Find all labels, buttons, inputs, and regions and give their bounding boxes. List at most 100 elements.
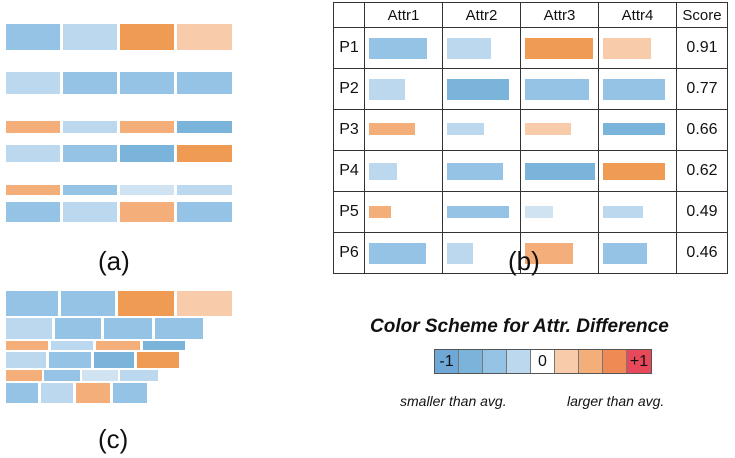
score-cell: 0.46	[676, 232, 728, 274]
attr-cell	[364, 232, 443, 274]
panel-c-bar	[94, 352, 134, 368]
row-label: P1	[333, 27, 365, 69]
panel-c-bar	[6, 370, 42, 381]
panel-a-bar	[6, 121, 60, 133]
attr-cell	[598, 150, 677, 192]
panel-a-bar	[120, 24, 174, 50]
panel-a-bar	[120, 145, 174, 162]
table-row: P3 0.66	[333, 109, 728, 151]
panel-c-bar	[113, 383, 147, 403]
table-header-cell: Attr3	[520, 2, 599, 28]
attr-bar	[603, 243, 647, 264]
attr-bar	[447, 243, 473, 264]
attr-cell	[598, 109, 677, 151]
panel-a-bar	[177, 185, 232, 195]
panel-a-bar	[177, 72, 232, 94]
smaller-than-avg-note: smaller than avg.	[400, 393, 507, 409]
panel-c-bar	[6, 352, 46, 368]
attr-cell	[598, 191, 677, 233]
attr-bar	[369, 123, 415, 135]
panel-c-bar	[82, 370, 118, 381]
attr-bar	[447, 163, 503, 180]
scale-swatch	[483, 350, 507, 373]
panel-c-bar	[104, 318, 152, 339]
attr-bar	[447, 79, 509, 100]
attr-bar	[603, 123, 665, 135]
attr-cell	[364, 68, 443, 110]
attr-bar	[447, 206, 509, 218]
panel-a-bar	[120, 121, 174, 133]
panel-c-bar	[120, 370, 158, 381]
panel-a-bar	[177, 121, 232, 133]
panel-a-bar	[63, 121, 117, 133]
table-header-cell: Attr2	[442, 2, 521, 28]
attr-bar	[525, 163, 595, 180]
attr-bar	[525, 243, 573, 264]
panel-c-bar	[49, 352, 91, 368]
attr-bar	[525, 79, 589, 100]
table-header-cell: Attr1	[364, 2, 443, 28]
attr-bar	[603, 206, 643, 218]
attr-cell	[598, 68, 677, 110]
attr-bar	[369, 38, 427, 59]
score-cell: 0.62	[676, 150, 728, 192]
panel-a-bar	[6, 72, 60, 94]
panel-a-bar	[6, 202, 60, 222]
attr-bar	[369, 243, 426, 264]
attr-bar	[525, 38, 593, 59]
score-cell: 0.91	[676, 27, 728, 69]
attr-cell	[442, 150, 521, 192]
panel-c-bar	[96, 341, 140, 350]
attr-cell	[442, 109, 521, 151]
table-header-row: Attr1 Attr2 Attr3 Attr4 Score	[333, 2, 728, 28]
attr-bar	[603, 38, 651, 59]
attr-cell	[520, 27, 599, 69]
scale-swatch	[579, 350, 603, 373]
row-label: P4	[333, 150, 365, 192]
attr-bar	[525, 123, 571, 135]
panel-a-bar	[63, 24, 117, 50]
score-cell: 0.77	[676, 68, 728, 110]
panel-c-bar	[41, 383, 73, 403]
panel-c-bar	[143, 341, 185, 350]
caption-b: (b)	[508, 246, 540, 276]
panel-c-bar	[6, 383, 38, 403]
attr-cell	[364, 150, 443, 192]
attr-cell	[598, 232, 677, 274]
attr-bar	[369, 163, 397, 180]
scale-swatch	[603, 350, 627, 373]
panel-a-bar	[63, 185, 117, 195]
table-header-cell: Score	[676, 2, 728, 28]
attr-bar	[447, 38, 491, 59]
panel-c-bar	[76, 383, 110, 403]
table-header-cell	[333, 2, 365, 28]
panel-a-bar	[120, 202, 174, 222]
panel-a-bar	[6, 24, 60, 50]
score-cell: 0.49	[676, 191, 728, 233]
scale-swatch	[555, 350, 579, 373]
panel-a-bar	[6, 185, 60, 195]
scale-swatch-max: +1	[627, 350, 651, 373]
panel-c-bar	[177, 291, 232, 316]
panel-a-bar	[177, 202, 232, 222]
panel-a-bar	[177, 145, 232, 162]
table-row: P4 0.62	[333, 150, 728, 192]
panel-a-bar	[63, 72, 117, 94]
attr-cell	[598, 27, 677, 69]
caption-c: (c)	[98, 424, 129, 454]
scale-swatch	[507, 350, 531, 373]
row-label: P2	[333, 68, 365, 110]
panel-c-bar	[118, 291, 174, 316]
row-label: P3	[333, 109, 365, 151]
attr-bar	[369, 206, 391, 218]
table-row: P5 0.49	[333, 191, 728, 233]
attr-bar	[603, 163, 665, 180]
attr-cell	[520, 150, 599, 192]
panel-c-bar	[155, 318, 203, 339]
panel-a-bar	[63, 145, 117, 162]
panel-c-bar	[61, 291, 115, 316]
panel-c-bar	[51, 341, 93, 350]
larger-than-avg-note: larger than avg.	[567, 393, 665, 409]
score-cell: 0.66	[676, 109, 728, 151]
attr-bar	[525, 206, 553, 218]
